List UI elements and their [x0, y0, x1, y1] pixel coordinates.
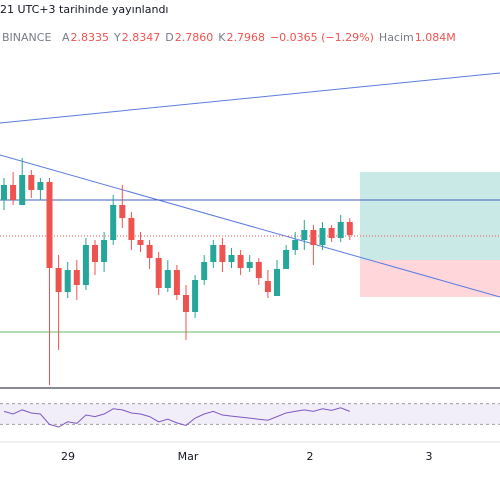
rsi-line: [3, 407, 350, 428]
candle-body: [101, 240, 108, 262]
candle-body: [264, 281, 271, 292]
x-tick-label: 3: [426, 450, 433, 463]
candle-body: [73, 270, 80, 285]
candle-body: [146, 245, 153, 258]
candle-body: [301, 230, 308, 240]
candle-body: [164, 270, 171, 288]
x-tick-label: Mar: [178, 450, 199, 463]
candle-body: [137, 240, 144, 245]
candle-body: [201, 262, 208, 280]
ohlc-value: 2.7860: [175, 31, 214, 44]
trend-line: [0, 154, 500, 298]
candle-body: [337, 222, 344, 238]
x-tick-label: 2: [307, 450, 314, 463]
candle-body: [310, 230, 317, 245]
ohlc-value: 2.7968: [226, 31, 265, 44]
candle-body: [64, 270, 71, 292]
volume-label: Hacim: [379, 31, 414, 44]
candle-body: [28, 175, 35, 190]
ohlc-label: A: [62, 31, 70, 44]
candle-body: [1, 185, 7, 200]
candle-body: [110, 205, 117, 240]
candle-body: [219, 245, 226, 262]
candle-body: [128, 218, 135, 240]
candle-body: [183, 295, 189, 312]
ohlc-value: 2.8335: [71, 31, 110, 44]
profit-zone: [360, 172, 500, 260]
candle-body: [346, 222, 353, 235]
candle-body: [19, 175, 26, 205]
ohlc-label: D: [165, 31, 173, 44]
candle-body: [10, 185, 17, 200]
candle-body: [283, 250, 290, 269]
candle-body: [82, 245, 89, 285]
ohlc-label: Y: [113, 31, 121, 44]
candle-body: [319, 228, 326, 245]
candle-body: [55, 268, 62, 292]
change: −0.0365 (−1.29%): [270, 31, 374, 44]
candle-body: [328, 228, 335, 238]
published: 21 UTC+3 tarihinde yayınlandı: [0, 3, 169, 16]
candle-body: [255, 262, 262, 278]
candle-body: [274, 269, 280, 296]
candle-body: [210, 245, 217, 262]
rsi-band: [0, 403, 500, 425]
x-tick-label: 29: [61, 450, 75, 463]
candle-body: [155, 258, 162, 288]
candle-body: [228, 255, 235, 262]
ohlc-label: K: [218, 31, 226, 44]
candle-body: [237, 255, 244, 268]
ohlc-value: 2.8347: [122, 31, 161, 44]
exchange: BINANCE: [2, 31, 51, 44]
candle-body: [37, 182, 44, 190]
candle-body: [46, 182, 53, 268]
candle-body: [92, 245, 98, 262]
candle-body: [192, 280, 199, 312]
candle-body: [119, 205, 126, 218]
candle-body: [173, 270, 180, 295]
candle-body: [292, 240, 299, 250]
volume-value: 1.084M: [415, 31, 456, 44]
candle-body: [246, 262, 253, 268]
trend-line: [0, 72, 500, 124]
